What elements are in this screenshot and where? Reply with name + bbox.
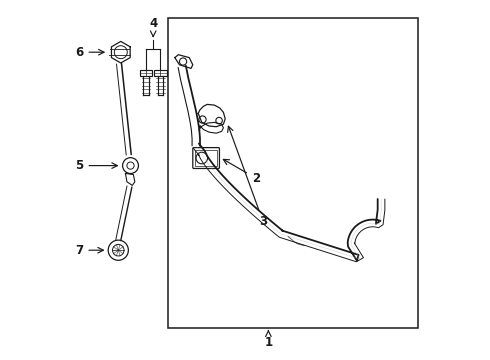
Text: 7: 7 [75,244,103,257]
Text: 2: 2 [223,159,260,185]
Text: 3: 3 [228,126,267,228]
Text: 1: 1 [264,330,272,349]
Bar [196,150,217,166]
Text: 5: 5 [75,159,118,172]
Bar [154,70,167,76]
Bar [168,18,418,328]
Bar [140,70,152,76]
Text: 6: 6 [75,46,104,59]
Text: 4: 4 [149,17,157,36]
